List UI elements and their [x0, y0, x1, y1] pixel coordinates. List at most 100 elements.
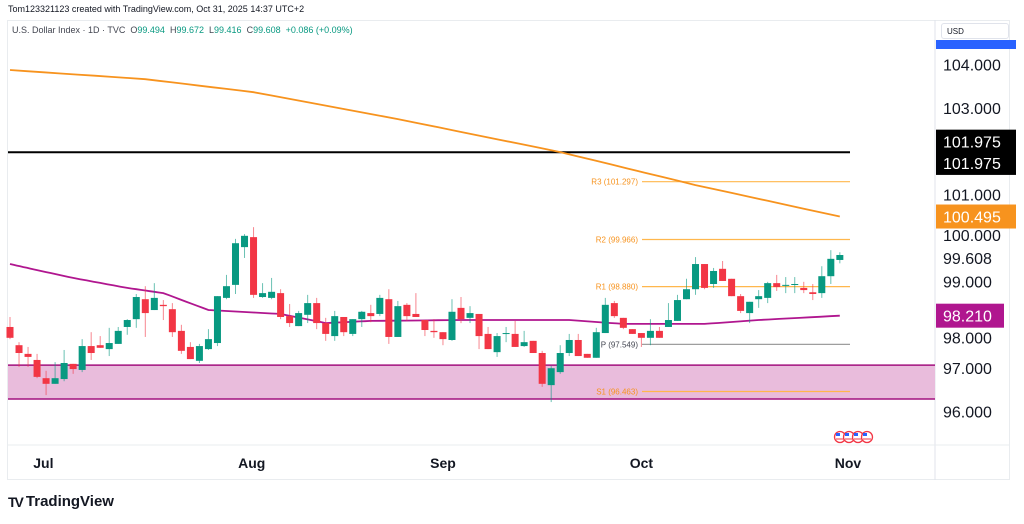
candle-body [701, 264, 709, 288]
moving-average-long [9, 69, 840, 218]
candle-body [33, 359, 41, 377]
candle-body [259, 293, 267, 298]
price-tag-label: 98.210 [943, 309, 992, 326]
candle-body [673, 300, 681, 321]
candle-body [241, 235, 249, 248]
candle-body [286, 316, 294, 324]
us-flag-canton [845, 433, 849, 436]
candle-body [313, 303, 321, 324]
candle-body [87, 346, 95, 354]
price-tag-black [936, 150, 1016, 175]
candle-body [619, 317, 627, 328]
candle-body [493, 336, 501, 353]
candle-body [60, 362, 68, 380]
price-tag-label: 100.495 [943, 210, 1001, 227]
candle-body [6, 326, 14, 338]
candle-body [583, 353, 591, 358]
candle-body [809, 292, 817, 294]
candle-body [728, 278, 736, 297]
symbol-name[interactable]: U.S. Dollar Index · 1D · TVC [12, 25, 126, 35]
open-label: O [130, 25, 138, 35]
candle-body [159, 304, 167, 307]
change-value: +0.086 (+0.09%) [285, 25, 353, 35]
price-tick-label: 101.000 [943, 188, 1001, 205]
pivot-label: R2 (99.966) [596, 235, 639, 244]
candle-body [331, 316, 339, 337]
candle-body [628, 329, 636, 334]
candle-body [800, 287, 808, 291]
candle-body [96, 345, 104, 348]
candle-body [439, 332, 447, 340]
candle-body [232, 243, 239, 285]
candle-body [719, 268, 727, 281]
candle-body [69, 363, 77, 370]
chart-credit: Tom123321123 created with TradingView.co… [8, 4, 305, 14]
candle-body [520, 342, 528, 347]
candle-body [692, 264, 700, 290]
candle-body [105, 343, 113, 350]
open-value: 99.494 [137, 25, 165, 35]
candle-body [529, 340, 537, 354]
time-tick-label: Oct [630, 455, 654, 471]
candle-body [376, 297, 384, 314]
candle-body [710, 270, 718, 285]
support-zone [8, 365, 935, 400]
candle-body [782, 284, 790, 286]
candle-body [358, 311, 366, 320]
price-tag-label: 101.975 [943, 135, 1001, 152]
logo-text: TradingView [25, 493, 114, 510]
time-tick-label: Sep [430, 455, 456, 471]
candle-body [268, 291, 276, 298]
candle-body [222, 286, 230, 298]
candle-body [791, 284, 799, 286]
pivot-label: R1 (98.880) [596, 283, 639, 292]
symbol-legend: U.S. Dollar Index · 1D · TVC O99.494 H99… [12, 25, 353, 35]
close-value: 99.608 [253, 25, 281, 35]
candle-body [827, 258, 835, 277]
candle-body [141, 299, 149, 314]
candle-body [538, 353, 546, 384]
candle-body [412, 313, 420, 317]
candle-body [592, 332, 600, 358]
price-tick-label: 96.000 [943, 405, 992, 422]
price-tag-magenta [936, 303, 1004, 328]
candle-body [250, 237, 258, 295]
candle-body [818, 276, 826, 294]
pivot-label: R3 (101.297) [591, 178, 638, 187]
candle-body [385, 299, 393, 337]
candle-body [421, 320, 429, 331]
candle-body [547, 368, 555, 386]
low-label: L [209, 25, 215, 35]
candle-body [836, 255, 844, 260]
candle-body [42, 378, 50, 384]
tradingview-logo[interactable]: TV TradingView [8, 493, 114, 510]
candle-body [737, 296, 745, 311]
candle-body [746, 301, 754, 314]
price-tick-label: 104.000 [943, 57, 1001, 74]
price-tag-label: 99.608 [943, 251, 992, 268]
candle-body [475, 313, 483, 337]
candle-body [448, 311, 456, 340]
candle-body [466, 313, 474, 318]
candle-body [755, 296, 763, 300]
price-tick-label: 103.000 [943, 101, 1001, 118]
candle-body [150, 297, 158, 311]
candle-body [484, 333, 492, 350]
candle-body [186, 346, 194, 360]
price-tag-label: 101.975 [943, 156, 1001, 173]
price-tick-label: 100.000 [943, 228, 1001, 245]
candle-body [114, 330, 122, 344]
price-tick-label: 99.000 [943, 274, 992, 291]
candle-body [683, 289, 690, 300]
candle-body [502, 333, 510, 335]
low-value: 99.416 [214, 25, 242, 35]
currency-selector[interactable]: USD [941, 23, 1009, 39]
candle-body [51, 378, 59, 384]
time-tick-label: Aug [238, 455, 265, 471]
candle-body [24, 353, 32, 357]
close-label: C [246, 25, 254, 35]
price-tag-black [936, 129, 1016, 154]
candle-body [78, 346, 86, 370]
us-flag-canton [836, 433, 840, 436]
